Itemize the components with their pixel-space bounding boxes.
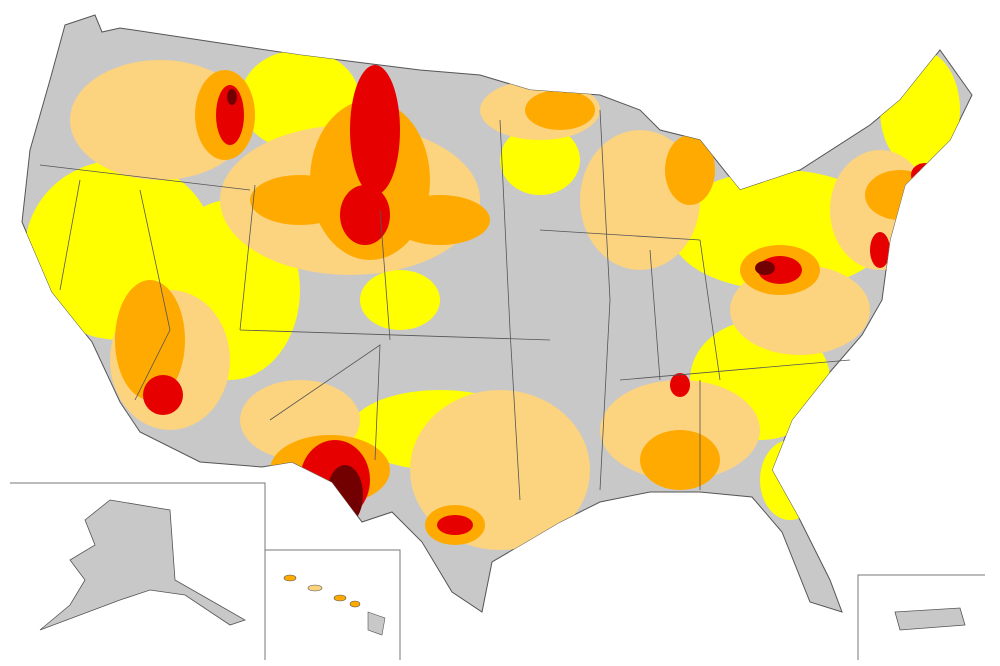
puerto-rico <box>894 607 966 631</box>
hawaii <box>283 574 386 636</box>
insets <box>10 482 985 660</box>
drought-areas <box>25 50 960 550</box>
conus <box>21 14 973 613</box>
hawaii-frame <box>265 549 401 660</box>
alaska-frame <box>10 482 266 660</box>
alaska <box>39 499 246 631</box>
state-lines <box>39 109 851 501</box>
puerto-rico-frame <box>857 574 985 660</box>
